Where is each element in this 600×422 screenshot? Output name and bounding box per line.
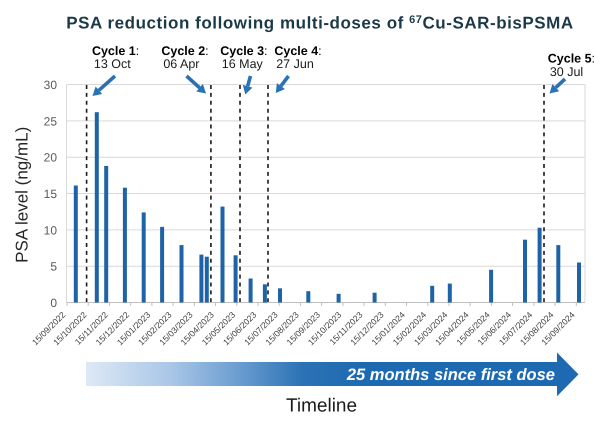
svg-text:20: 20	[44, 151, 58, 165]
svg-text:10: 10	[44, 223, 58, 237]
svg-text:Cycle 1:: Cycle 1:	[92, 44, 139, 58]
svg-text:PSA level (ng/mL): PSA level (ng/mL)	[12, 127, 31, 263]
svg-text:06 Apr: 06 Apr	[163, 57, 199, 71]
svg-text:Cycle 3:: Cycle 3:	[220, 44, 267, 58]
svg-text:25 months since first dose: 25 months since first dose	[346, 366, 555, 384]
svg-text:Cycle 2:: Cycle 2:	[161, 44, 208, 58]
svg-text:30 Jul: 30 Jul	[550, 65, 583, 79]
svg-text:13 Oct: 13 Oct	[94, 57, 131, 71]
svg-text:30: 30	[44, 78, 58, 92]
svg-text:Cycle 5:: Cycle 5:	[548, 52, 595, 66]
svg-text:PSA reduction following multi-: PSA reduction following multi-doses of 6…	[66, 14, 573, 33]
svg-text:Cycle 4:: Cycle 4:	[274, 44, 321, 58]
svg-text:5: 5	[50, 260, 57, 274]
svg-text:27 Jun: 27 Jun	[276, 57, 314, 71]
svg-text:16 May: 16 May	[222, 57, 264, 71]
svg-text:25: 25	[44, 114, 58, 128]
svg-text:15: 15	[44, 187, 58, 201]
svg-text:0: 0	[50, 296, 57, 310]
svg-text:Timeline: Timeline	[286, 396, 357, 417]
